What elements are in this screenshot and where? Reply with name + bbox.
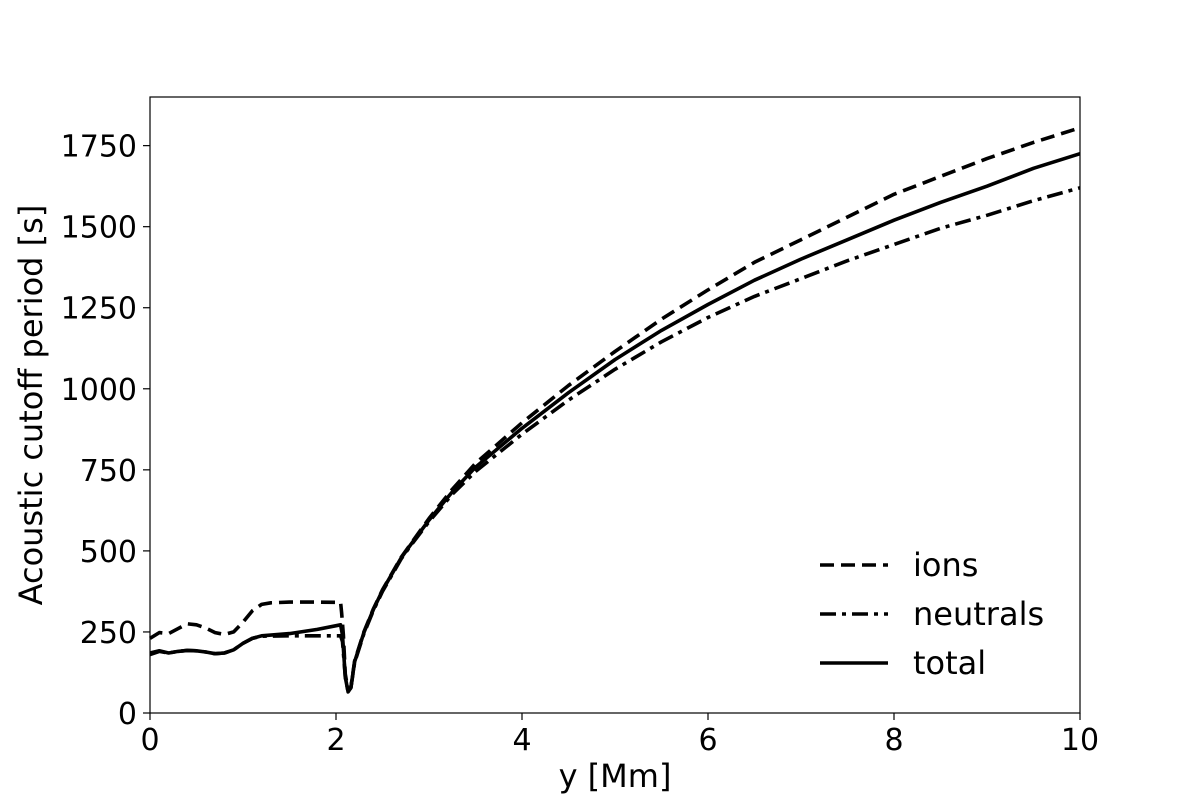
x-tick-label: 6: [698, 723, 717, 758]
x-tick-label: 8: [884, 723, 903, 758]
y-axis-label: Acoustic cutoff period [s]: [12, 205, 50, 606]
y-tick-label: 1250: [61, 292, 137, 327]
y-tick-label: 500: [80, 535, 137, 570]
legend-label-total: total: [913, 644, 986, 682]
x-tick-label: 2: [326, 723, 345, 758]
series-line-total: [149, 151, 1081, 694]
x-axis-label: y [Mm]: [559, 757, 672, 795]
y-tick-label: 1000: [61, 373, 137, 408]
y-tick-label: 750: [80, 454, 137, 489]
y-tick-label: 1750: [61, 130, 137, 165]
x-tick-label: 0: [140, 723, 159, 758]
legend: ions neutrals total: [820, 546, 1044, 682]
plot-frame: [149, 96, 1081, 714]
x-tick-label: 10: [1061, 723, 1099, 758]
plot-area: [149, 96, 1081, 714]
legend-label-ions: ions: [913, 546, 978, 584]
y-tick-label: 1500: [61, 211, 137, 246]
y-tick-label: 0: [118, 697, 137, 732]
x-tick-label: 4: [512, 723, 531, 758]
y-tick-label: 250: [80, 616, 137, 651]
x-axis-ticks: 0 2 4 6 8 10: [140, 713, 1099, 758]
legend-label-neutrals: neutrals: [913, 595, 1044, 633]
series-group: [149, 126, 1081, 694]
y-axis-ticks: 0 250 500 750 1000 1250 1500 1750: [61, 130, 150, 732]
